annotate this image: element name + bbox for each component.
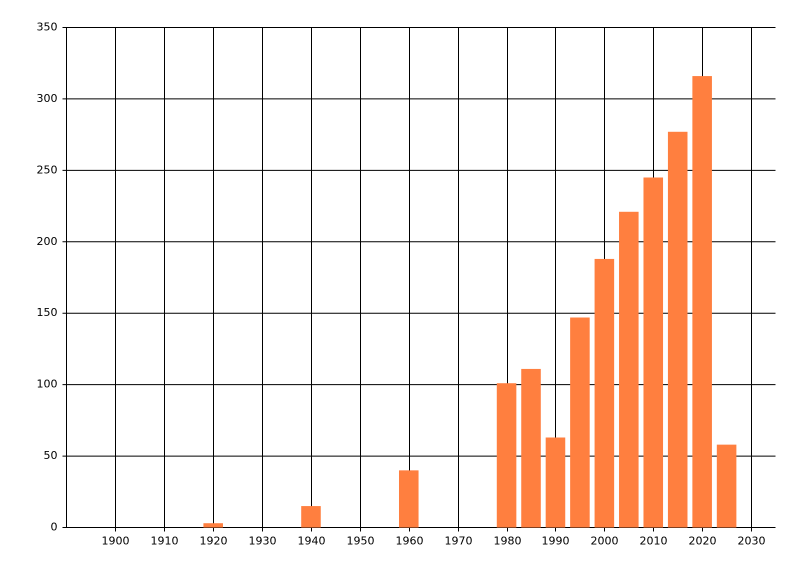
bar	[692, 76, 712, 528]
bar	[545, 437, 566, 528]
x-tick-label: 1950	[347, 535, 375, 548]
x-tick-label: 1900	[102, 535, 130, 548]
x-tick-label: 2020	[689, 535, 717, 548]
x-tick-label: 1910	[151, 535, 179, 548]
x-tick-label: 1920	[200, 535, 228, 548]
y-tick-label: 100	[37, 378, 58, 391]
x-tick-label: 2030	[738, 535, 766, 548]
bar	[203, 523, 223, 528]
bar	[496, 383, 517, 528]
y-tick-label: 0	[51, 521, 58, 534]
x-tick-label: 1990	[542, 535, 570, 548]
x-tick-label: 1960	[396, 535, 424, 548]
y-tick-label: 250	[37, 163, 58, 176]
bar	[716, 444, 737, 528]
x-tick-label: 2000	[591, 535, 619, 548]
x-tick-label: 1930	[249, 535, 277, 548]
bar	[398, 470, 419, 528]
y-tick-label: 200	[37, 235, 58, 248]
y-tick-label: 350	[37, 21, 58, 34]
x-tick-label: 1970	[445, 535, 473, 548]
bar	[301, 506, 321, 528]
bar	[594, 258, 615, 528]
y-tick-label: 150	[37, 306, 58, 319]
bar	[619, 211, 639, 528]
bar	[570, 317, 590, 528]
x-tick-label: 1940	[298, 535, 326, 548]
bar	[521, 368, 541, 528]
bar	[667, 131, 688, 528]
y-tick-label: 300	[37, 92, 58, 105]
x-tick-label: 2010	[640, 535, 668, 548]
bar	[643, 177, 664, 528]
y-tick-label: 50	[44, 449, 58, 462]
x-tick-label: 1980	[494, 535, 522, 548]
